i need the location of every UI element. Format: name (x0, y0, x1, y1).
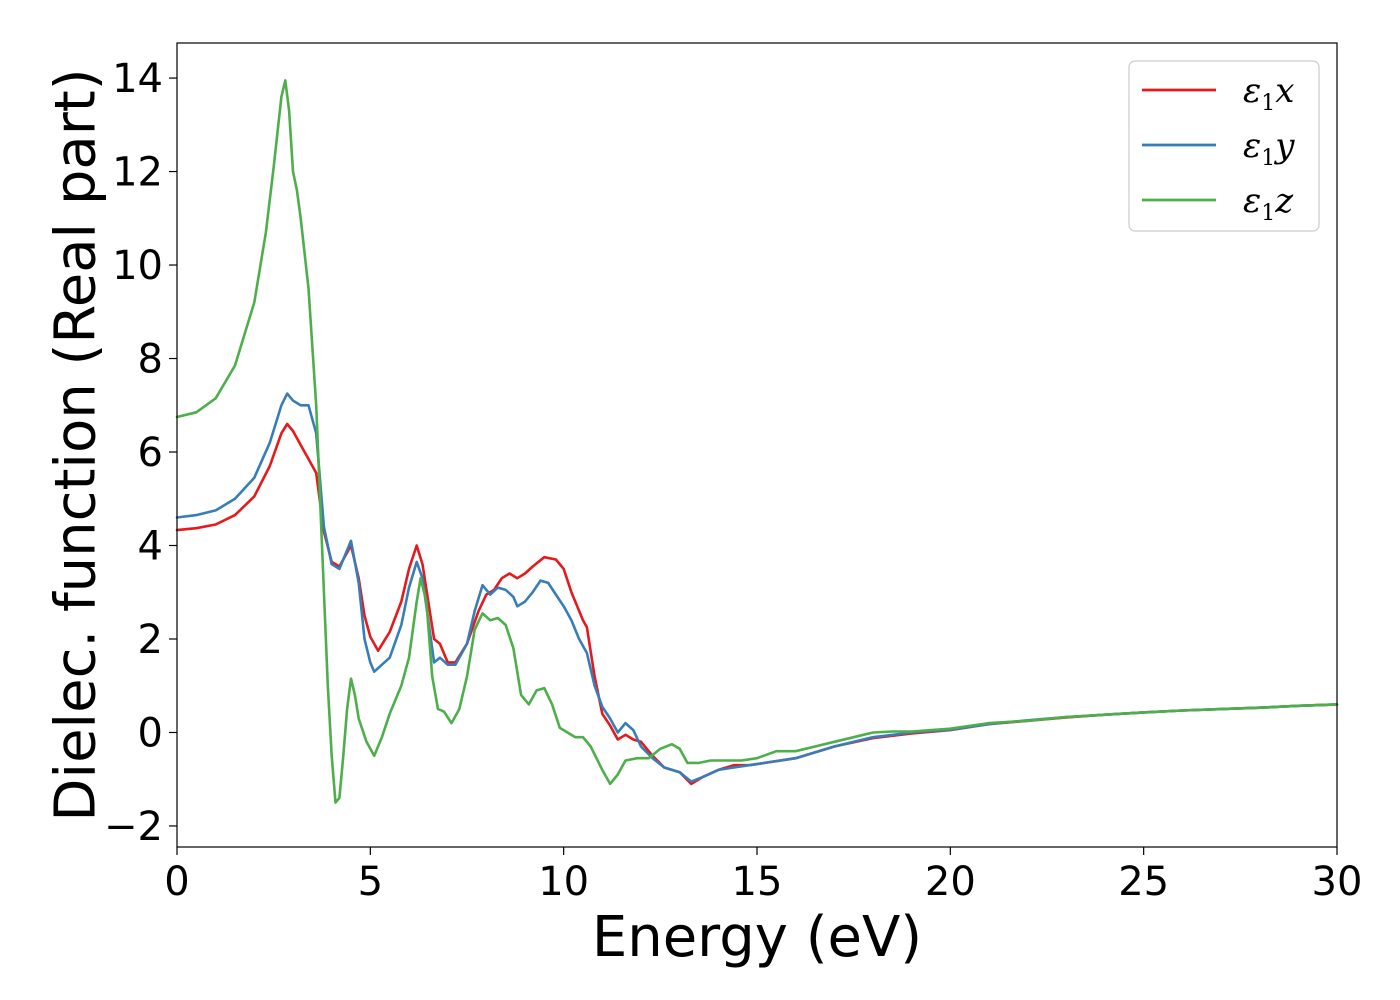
y-tick-label: 6 (138, 430, 163, 476)
legend-symbol: ε (1243, 71, 1261, 111)
legend-subscript: 1 (1261, 146, 1275, 171)
series-line-y (175, 392, 1339, 783)
y-tick-label: −2 (104, 804, 163, 850)
x-axis-label: Energy (eV) (592, 905, 922, 970)
x-tick-label: 0 (164, 859, 189, 905)
y-axis-label: Dielec. function (Real part) (44, 68, 109, 821)
legend-subscript: 1 (1261, 91, 1275, 116)
x-tick-label: 10 (538, 859, 589, 905)
x-tick-label: 30 (1312, 859, 1363, 905)
legend-symbol: ε (1243, 126, 1261, 166)
y-tick-label: 12 (112, 150, 163, 196)
x-tick-label: 5 (358, 859, 383, 905)
legend-variable: y (1273, 126, 1295, 166)
x-tick-label: 15 (732, 859, 783, 905)
y-tick-label: 14 (112, 56, 163, 102)
x-axis-ticks: 0 5 10 15 20 25 30 (164, 847, 1362, 905)
legend-label-z: ε1z (1243, 181, 1294, 226)
y-tick-label: 2 (138, 617, 163, 663)
x-tick-label: 20 (925, 859, 976, 905)
y-tick-label: 8 (138, 337, 163, 383)
legend-label-y: ε1y (1243, 126, 1295, 171)
y-tick-label: 4 (138, 524, 163, 570)
series-layer (175, 79, 1339, 804)
legend-label-x: ε1x (1243, 71, 1294, 116)
y-axis-ticks: −2 0 2 4 6 8 10 12 14 (104, 56, 177, 850)
y-tick-label: 10 (112, 243, 163, 289)
series-line-z (175, 79, 1339, 804)
legend-subscript: 1 (1261, 201, 1275, 226)
y-tick-label: 0 (138, 710, 163, 756)
legend-box (1128, 60, 1320, 232)
legend-variable: x (1275, 71, 1294, 111)
legend-variable: z (1274, 181, 1294, 221)
legend-symbol: ε (1243, 181, 1261, 221)
x-tick-label: 25 (1118, 859, 1169, 905)
